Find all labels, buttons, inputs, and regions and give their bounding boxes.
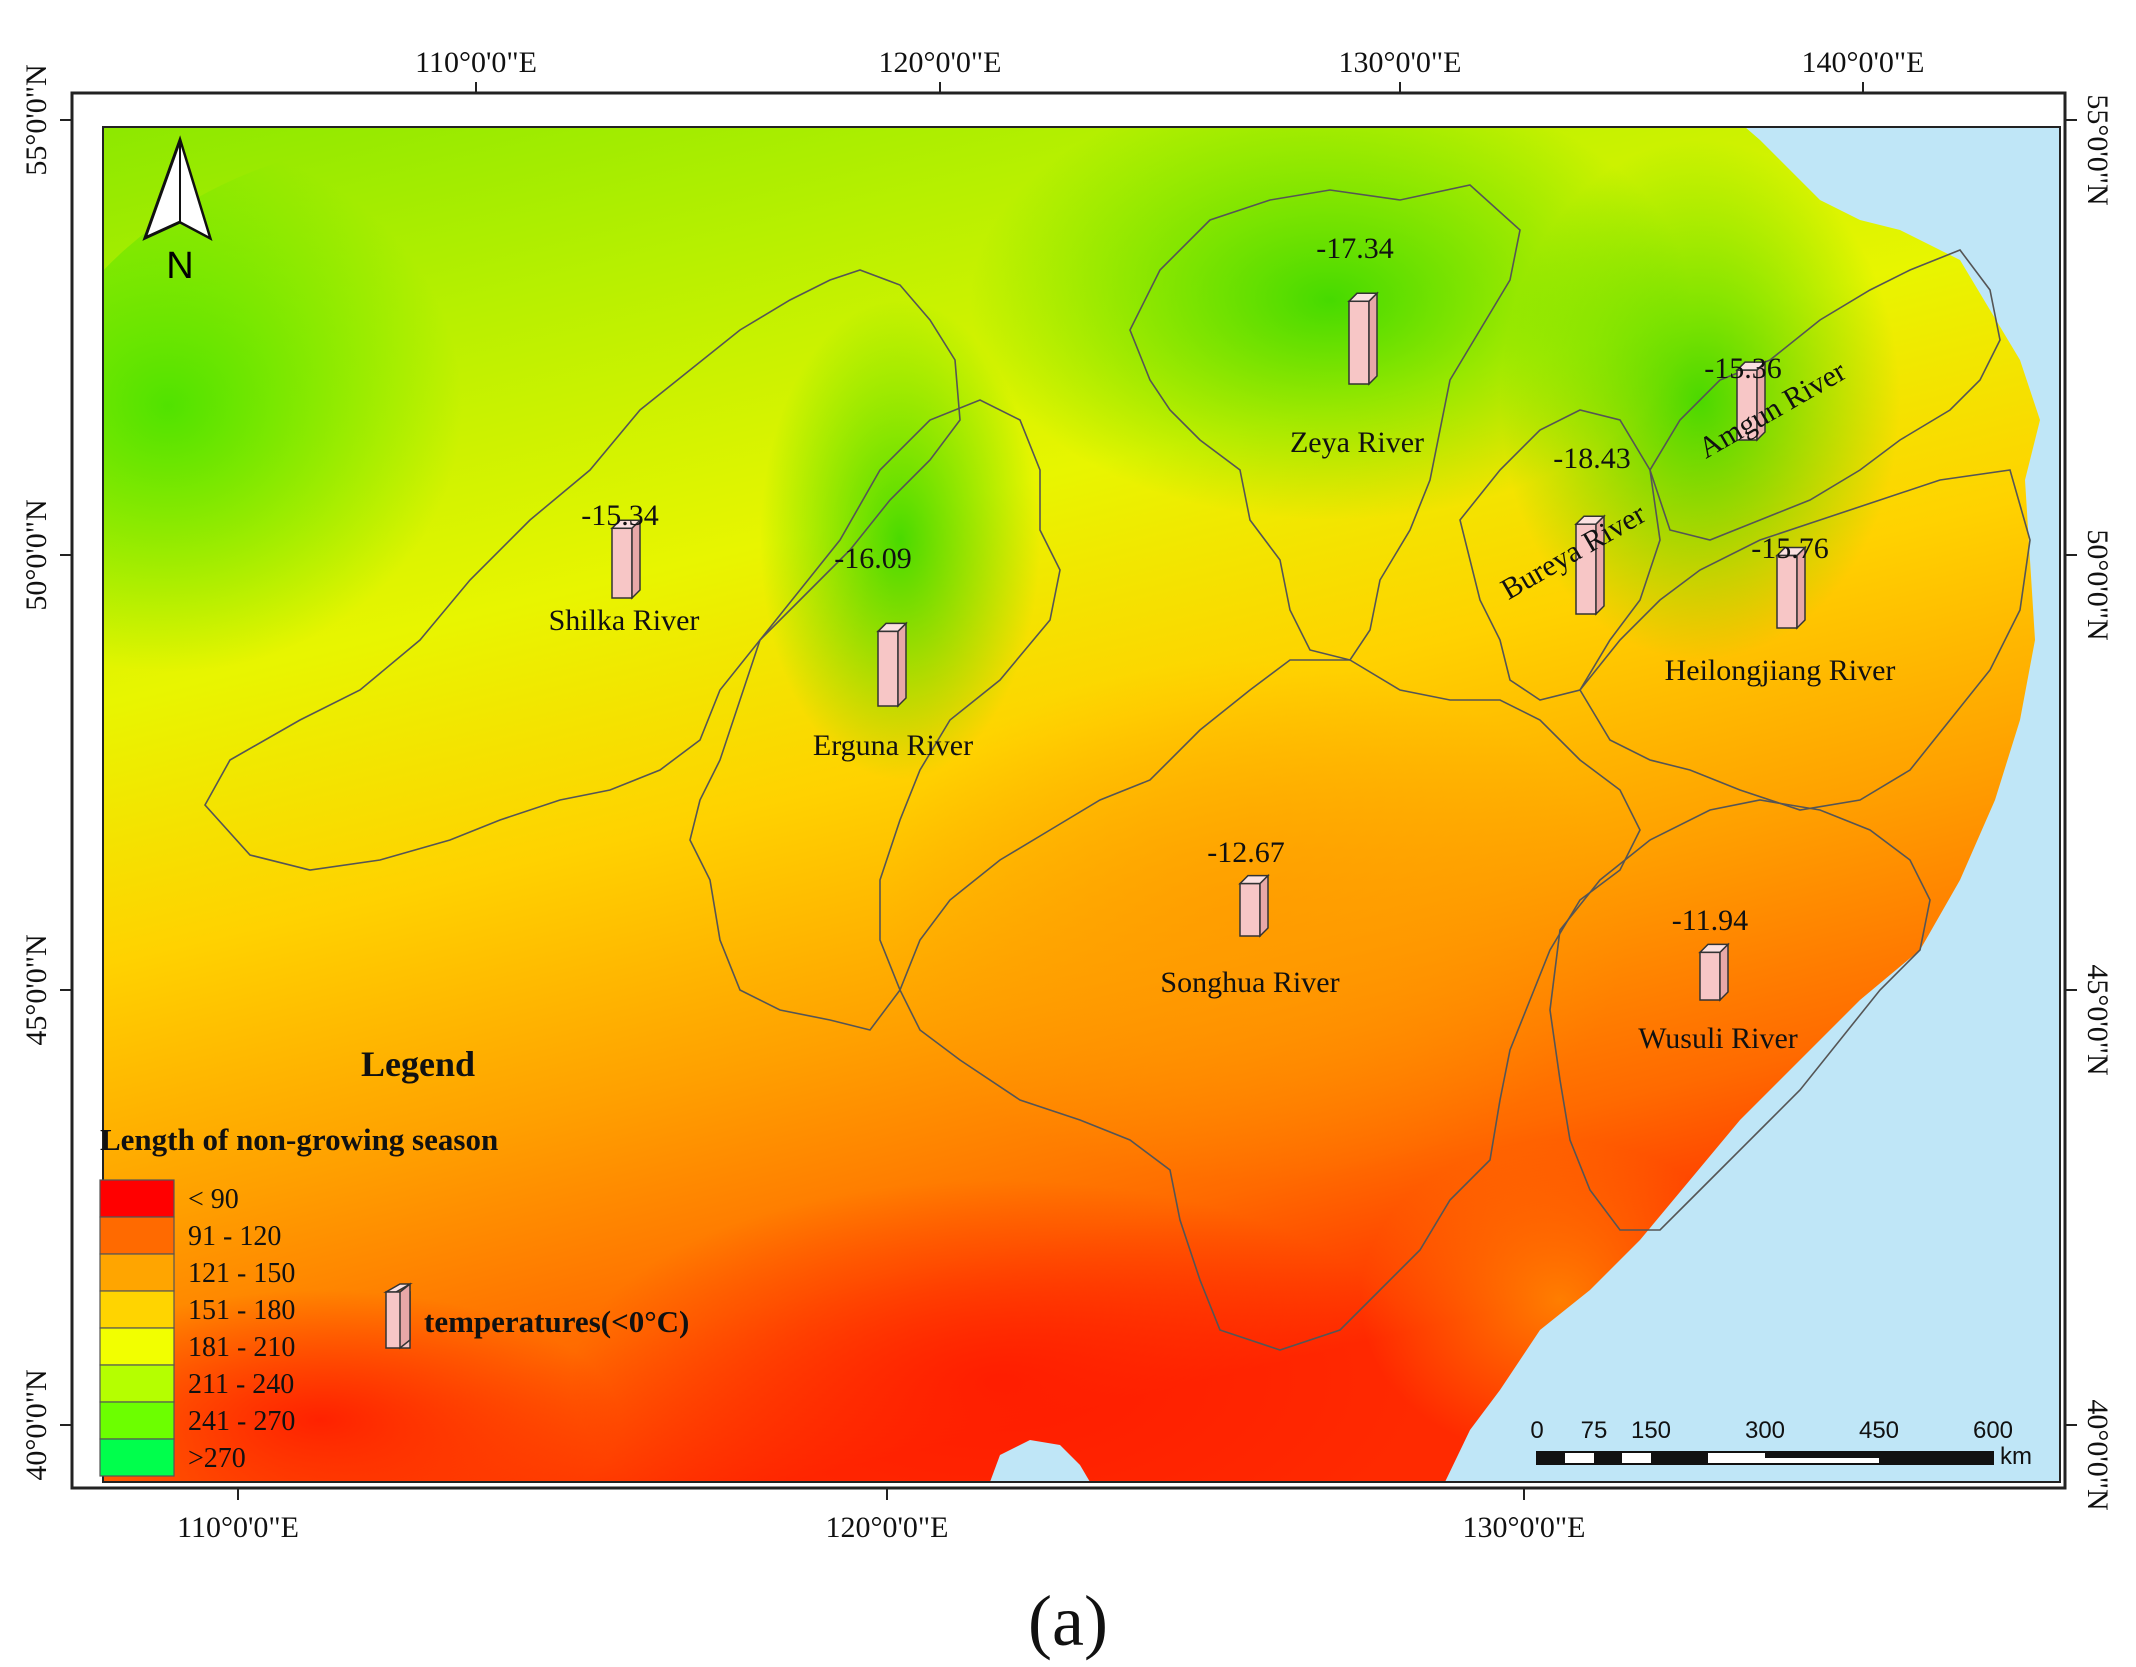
lat-label-left-2: 50°0'0"N	[20, 499, 53, 610]
temperature-bar-heilongjiang-river	[1775, 545, 1807, 630]
bar-side	[1756, 360, 1766, 442]
scale-tick-300: 300	[1745, 1417, 1785, 1444]
legend-bar-label: temperatures(<0°C)	[424, 1304, 689, 1339]
coordinate-labels: 110°0'0"E 120°0'0"E 130°0'0"E 140°0'0"E …	[20, 46, 2114, 1544]
lat-label-left-4: 40°0'0"N	[20, 1369, 53, 1480]
river-label-shilka-river: Shilka River	[549, 604, 700, 637]
temperature-bar-wusuli-river	[1698, 942, 1730, 1002]
river-label-heilongjiang-river: Heilongjiang River	[1665, 654, 1896, 687]
scale-tick-0: 0	[1530, 1417, 1543, 1444]
bar-front	[1776, 554, 1798, 629]
north-arrow-label: N	[166, 245, 193, 287]
boundary-erguna	[689, 399, 1061, 1031]
temperature-value-amgun-river: -15.36	[1704, 352, 1782, 385]
legend-bar-symbol	[383, 1282, 413, 1350]
boundary-heilongjiang	[1579, 469, 2031, 811]
scale-unit: km	[2000, 1443, 2032, 1470]
temperature-bar-shilka-river	[610, 518, 642, 600]
temperature-value-heilongjiang-river: -15.76	[1751, 532, 1829, 565]
bar-side	[1719, 942, 1729, 1002]
lat-label-left-3: 45°0'0"N	[20, 934, 53, 1045]
lon-label-bottom-3: 130°0'0"E	[1463, 1511, 1586, 1544]
bar-front	[1239, 882, 1261, 937]
legend-subtitle: Length of non-growing season	[100, 1122, 498, 1157]
bar-side	[1796, 545, 1806, 630]
lon-label-top-3: 130°0'0"E	[1339, 46, 1462, 79]
boundary-wusuli	[1549, 799, 1931, 1231]
legend-swatch	[99, 1401, 175, 1440]
bar-front	[611, 527, 633, 599]
bar-side	[1259, 873, 1269, 938]
river-label-erguna-river: Erguna River	[813, 729, 973, 762]
legend-swatch	[99, 1327, 175, 1366]
temperature-bar-songhua-river	[1238, 873, 1270, 938]
bar-side	[897, 621, 907, 708]
boundary-shilka	[204, 269, 961, 871]
sea-area	[1445, 127, 2060, 1482]
scale-tick-150: 150	[1631, 1417, 1671, 1444]
temperature-bar-zeya-river	[1347, 291, 1379, 386]
bar-side	[1595, 514, 1605, 616]
legend-swatch	[99, 1364, 175, 1403]
north-arrow: N	[142, 135, 213, 287]
legend-class-label: < 90	[188, 1184, 239, 1215]
scale-bar: 0 75 150 300 450 600 km	[1530, 1417, 2032, 1470]
temperature-value-wusuli-river: -11.94	[1672, 904, 1748, 937]
legend-class-label: 241 - 270	[188, 1406, 295, 1437]
legend-class-label: 211 - 240	[188, 1369, 294, 1400]
bar-front	[1348, 300, 1370, 385]
bar-side	[1368, 291, 1378, 386]
temperature-bar-bureya-river	[1574, 514, 1606, 616]
legend-class-label: 91 - 120	[188, 1221, 281, 1252]
legend-class-label: >270	[188, 1443, 246, 1474]
river-label-wusuli-river: Wusuli River	[1638, 1022, 1798, 1055]
legend-swatch	[99, 1216, 175, 1255]
legend-class-label: 121 - 150	[188, 1258, 295, 1289]
legend-swatch	[99, 1438, 175, 1477]
basin-boundaries	[204, 184, 2031, 1351]
temperature-bars	[610, 291, 1807, 1002]
temperature-value-bureya-river: -18.43	[1553, 442, 1631, 475]
lon-label-top-2: 120°0'0"E	[879, 46, 1002, 79]
legend: Legend Length of non-growing season < 90…	[99, 1044, 689, 1477]
figure-caption: (a)	[1028, 1581, 1108, 1661]
legend-swatch	[99, 1290, 175, 1329]
temperature-bar-erguna-river	[876, 621, 908, 708]
lat-label-right-3: 45°0'0"N	[2081, 964, 2114, 1075]
legend-class-label: 151 - 180	[188, 1295, 295, 1326]
legend-classes: < 90 91 - 120 121 - 150 151 - 180 181 - 210 2…	[99, 1179, 295, 1477]
lat-label-right-2: 50°0'0"N	[2081, 529, 2114, 640]
lat-label-left-1: 55°0'0"N	[20, 64, 53, 175]
temperature-value-songhua-river: -12.67	[1207, 836, 1285, 869]
temperature-value-shilka-river: -15.34	[581, 499, 659, 532]
scale-tick-600: 600	[1973, 1417, 2013, 1444]
lat-label-right-4: 40°0'0"N	[2081, 1399, 2114, 1510]
lat-label-right-1: 55°0'0"N	[2081, 94, 2114, 205]
bar-front	[1699, 951, 1721, 1001]
temperature-value-zeya-river: -17.34	[1316, 232, 1394, 265]
scale-tick-75: 75	[1581, 1417, 1608, 1444]
boundary-zeya	[1129, 184, 1521, 661]
river-label-zeya-river: Zeya River	[1290, 426, 1424, 459]
bar-front	[877, 630, 899, 707]
boundary-bureya	[1459, 409, 1661, 701]
lon-label-bottom-2: 120°0'0"E	[826, 1511, 949, 1544]
temperature-value-erguna-river: -16.09	[834, 542, 912, 575]
lon-label-top-4: 140°0'0"E	[1802, 46, 1925, 79]
tick-marks	[60, 82, 2077, 1500]
legend-swatch	[99, 1253, 175, 1292]
lon-label-bottom-1: 110°0'0"E	[177, 1511, 299, 1544]
legend-swatch	[99, 1179, 175, 1218]
terrain-raster	[103, 127, 2060, 1482]
bar-side	[631, 518, 641, 600]
boundary-amgun	[1649, 249, 2001, 541]
lon-label-top-1: 110°0'0"E	[415, 46, 537, 79]
legend-class-label: 181 - 210	[188, 1332, 295, 1363]
temperature-bar-amgun-river	[1735, 360, 1767, 442]
legend-title: Legend	[361, 1044, 475, 1084]
scale-tick-450: 450	[1859, 1417, 1899, 1444]
river-label-songhua-river: Songhua River	[1160, 966, 1339, 999]
